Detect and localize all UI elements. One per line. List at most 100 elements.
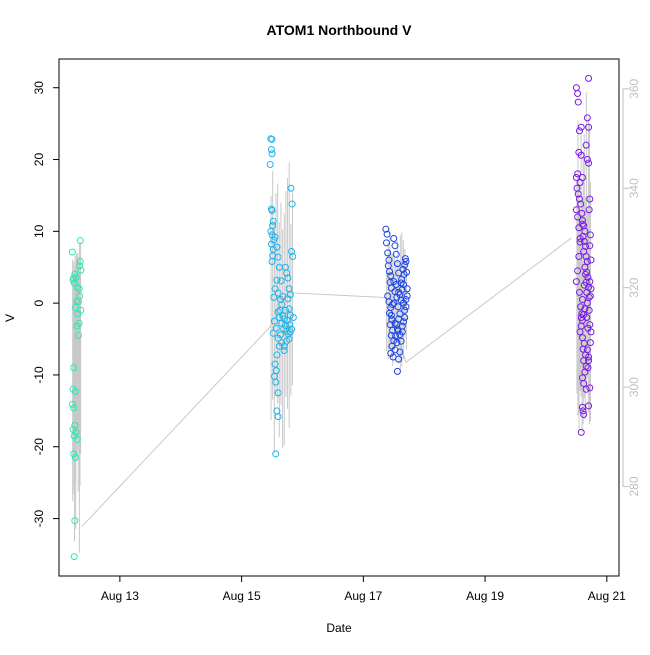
data-point xyxy=(582,385,590,393)
data-point xyxy=(77,266,85,274)
data-point xyxy=(402,257,410,265)
data-point xyxy=(586,231,594,239)
data-point xyxy=(401,306,409,314)
x-tick-label: Aug 21 xyxy=(588,589,626,603)
data-point xyxy=(393,339,401,347)
data-point xyxy=(577,428,585,436)
data-point xyxy=(583,156,591,164)
data-point xyxy=(578,296,586,304)
data-point xyxy=(73,322,81,330)
data-point xyxy=(288,247,296,255)
data-point xyxy=(575,195,583,203)
data-point xyxy=(274,389,282,397)
data-point xyxy=(585,123,593,131)
data-point xyxy=(275,342,283,350)
data-point xyxy=(287,184,295,192)
data-point xyxy=(274,413,282,421)
data-point xyxy=(576,235,584,243)
data-point xyxy=(390,299,398,307)
data-point xyxy=(278,339,286,347)
data-point xyxy=(268,207,276,215)
data-point xyxy=(574,98,582,106)
data-point xyxy=(578,217,586,225)
data-point xyxy=(392,250,400,258)
data-point xyxy=(395,355,403,363)
x-tick-label: Aug 13 xyxy=(101,589,139,603)
data-point xyxy=(70,404,78,412)
data-point xyxy=(586,384,594,392)
data-point xyxy=(387,284,395,292)
y-axis-left: -30 -20 -10 0 10 20 30 xyxy=(32,81,59,527)
plot-frame xyxy=(58,58,620,577)
data-point xyxy=(586,195,594,203)
data-point xyxy=(281,306,289,314)
y-tick-label: 30 xyxy=(32,81,46,95)
data-point xyxy=(585,74,593,82)
data-point xyxy=(398,322,406,330)
data-point xyxy=(274,308,282,316)
data-point xyxy=(268,150,276,158)
data-point xyxy=(392,280,400,288)
data-point xyxy=(575,252,583,260)
data-point xyxy=(283,269,291,277)
y2-tick-label: 300 xyxy=(627,377,641,397)
data-point xyxy=(577,123,585,131)
data-point xyxy=(575,224,583,232)
data-point xyxy=(286,321,294,329)
data-point xyxy=(397,279,405,287)
data-point xyxy=(401,314,409,321)
data-point xyxy=(579,345,587,353)
data-point xyxy=(74,298,82,306)
data-point xyxy=(579,407,587,415)
data-point xyxy=(576,328,584,336)
y2-tick-label: 280 xyxy=(627,476,641,496)
chart-title: ATOM1 Northbound V xyxy=(267,22,413,38)
data-point xyxy=(271,233,279,241)
x-axis-label: Date xyxy=(326,621,352,635)
data-point xyxy=(574,267,582,275)
data-point xyxy=(586,321,594,329)
data-point xyxy=(73,436,81,444)
data-point xyxy=(395,269,403,277)
data-point xyxy=(576,179,584,187)
data-point xyxy=(387,311,395,319)
data-point xyxy=(274,253,282,261)
data-point xyxy=(71,517,79,525)
data-point xyxy=(267,135,275,143)
data-point xyxy=(396,331,404,339)
data-point xyxy=(266,161,274,169)
data-point xyxy=(71,303,79,311)
data-point xyxy=(396,310,404,318)
data-point xyxy=(580,281,588,289)
data-point xyxy=(71,387,79,395)
data-point xyxy=(384,249,392,257)
data-point xyxy=(75,285,83,293)
data-point xyxy=(575,127,583,135)
y-tick-label: 0 xyxy=(32,299,46,306)
data-point xyxy=(587,256,595,264)
data-point xyxy=(279,293,287,301)
data-point xyxy=(267,145,275,153)
y-axis-right: 280 300 320 340 360 xyxy=(622,78,641,497)
data-point xyxy=(393,260,401,268)
data-point xyxy=(574,170,582,178)
data-point xyxy=(268,135,276,143)
data-point xyxy=(387,272,395,280)
data-point xyxy=(390,235,398,243)
data-point xyxy=(289,314,297,321)
data-point xyxy=(586,242,594,250)
data-point xyxy=(397,337,405,345)
data-point xyxy=(582,252,590,260)
data-point xyxy=(585,402,593,410)
data-point xyxy=(386,321,394,329)
data-point xyxy=(587,285,595,293)
data-point xyxy=(270,293,278,301)
data-point xyxy=(403,268,411,276)
data-point xyxy=(387,349,395,357)
data-point xyxy=(270,317,278,325)
data-point xyxy=(403,292,411,300)
x-axis: Aug 13 Aug 15 Aug 17 Aug 19 Aug 21 xyxy=(101,576,626,603)
data-point xyxy=(274,334,282,342)
